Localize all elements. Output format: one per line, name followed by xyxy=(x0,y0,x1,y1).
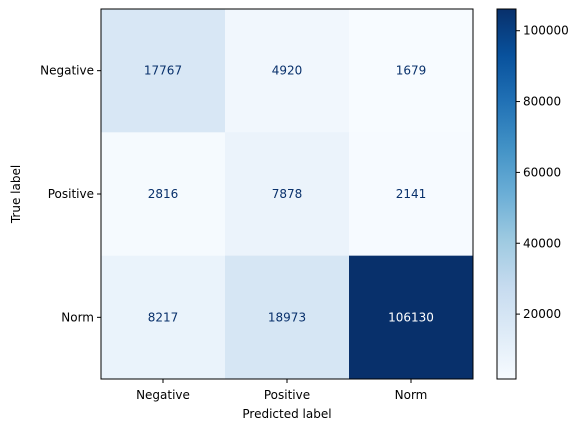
matrix-cell xyxy=(349,9,474,133)
matrix-cell xyxy=(349,255,474,380)
matrix-cell xyxy=(225,9,350,133)
colorbar-tick-label: 20000 xyxy=(523,307,561,321)
matrix-cell-value: 18973 xyxy=(268,310,306,324)
colorbar-tick-label: 40000 xyxy=(523,236,561,250)
x-tick-label: Norm xyxy=(395,388,428,402)
matrix-cell-value: 17767 xyxy=(144,64,182,78)
y-axis-label: True label xyxy=(9,165,23,224)
matrix-cells xyxy=(101,9,474,380)
x-axis-ticks: Negative Positive Norm xyxy=(136,379,427,402)
colorbar-tick-label: 60000 xyxy=(523,165,561,179)
matrix-cell-value: 2141 xyxy=(396,187,427,201)
matrix-cell-value: 4920 xyxy=(272,64,303,78)
matrix-cell xyxy=(101,255,226,380)
y-axis-ticks: Negative Positive Norm xyxy=(40,64,101,324)
colorbar-tick-label: 80000 xyxy=(523,95,561,109)
y-tick-label: Norm xyxy=(61,310,94,324)
matrix-cell-value: 7878 xyxy=(272,187,303,201)
matrix-cell xyxy=(101,132,226,257)
matrix-cell-labels: 17767 4920 1679 2816 7878 2141 8217 18973 106130 xyxy=(144,64,434,325)
colorbar xyxy=(496,8,517,380)
x-tick-label: Negative xyxy=(136,388,190,402)
matrix-cell xyxy=(101,9,226,133)
matrix-cell-value: 8217 xyxy=(148,310,179,324)
colorbar-tick-label: 100000 xyxy=(523,24,569,38)
x-tick-label: Positive xyxy=(264,388,310,402)
matrix-cell-value: 1679 xyxy=(396,64,427,78)
y-tick-label: Negative xyxy=(40,64,94,78)
y-tick-label: Positive xyxy=(48,187,94,201)
colorbar-ticks: 20000 40000 60000 80000 100000 xyxy=(516,24,569,321)
matrix-cell-value: 2816 xyxy=(148,187,179,201)
matrix-cell-value: 106130 xyxy=(388,310,434,324)
matrix-cell xyxy=(225,255,350,380)
matrix-cell xyxy=(349,132,474,257)
matrix-cell xyxy=(225,132,350,257)
x-axis-label: Predicted label xyxy=(242,407,331,421)
